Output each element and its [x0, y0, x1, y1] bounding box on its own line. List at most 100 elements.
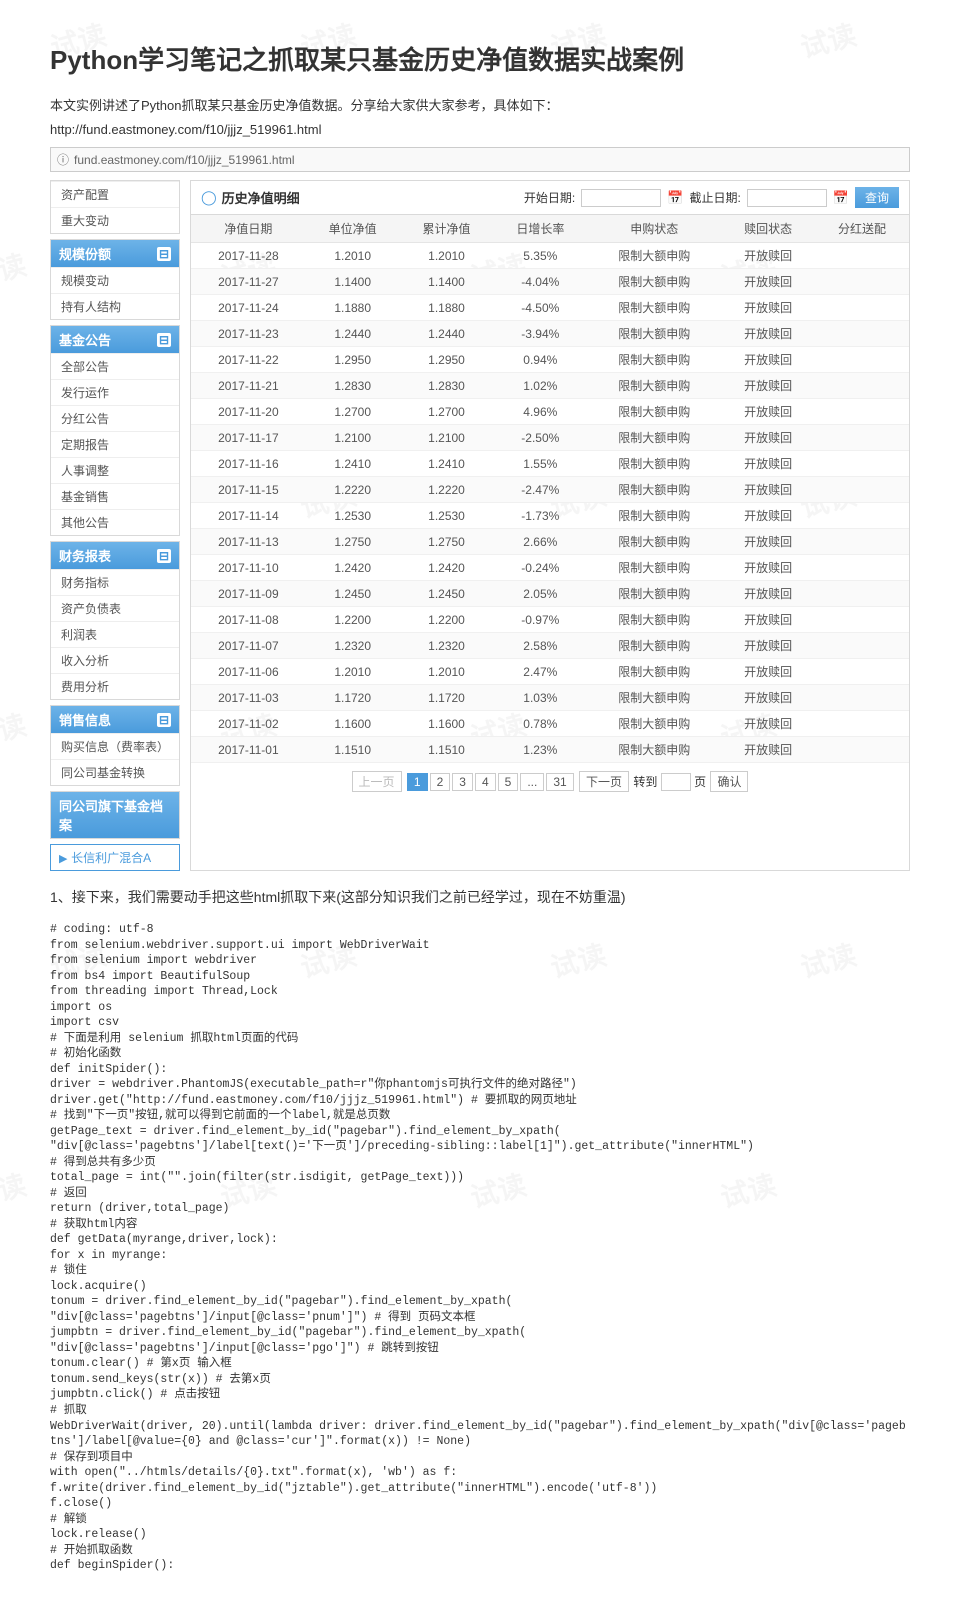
intro-text: 本文实例讲述了Python抓取某只基金历史净值数据。分享给大家供大家参考，具体如…	[50, 95, 910, 114]
sidebar-item[interactable]: 同公司基金转换	[51, 759, 179, 785]
table-cell: 开放赎回	[721, 737, 815, 763]
table-cell	[815, 321, 909, 347]
start-date-input[interactable]	[581, 189, 661, 207]
table-row: 2017-11-131.27501.27502.66%限制大额申购开放赎回	[191, 529, 909, 555]
sidebar-item[interactable]: 费用分析	[51, 673, 179, 699]
sidebar-item[interactable]: 持有人结构	[51, 293, 179, 319]
page-button[interactable]: 1	[407, 773, 428, 791]
table-cell: 开放赎回	[721, 243, 815, 269]
address-bar: ⓘ fund.eastmoney.com/f10/jjjz_519961.htm…	[50, 147, 910, 172]
sidebar-head-scale[interactable]: 规模份额 ⊟	[51, 240, 179, 267]
table-cell: 开放赎回	[721, 295, 815, 321]
sidebar-item[interactable]: 购买信息（费率表）	[51, 733, 179, 759]
sidebar-item[interactable]: 规模变动	[51, 267, 179, 293]
table-row: 2017-11-241.18801.1880-4.50%限制大额申购开放赎回	[191, 295, 909, 321]
table-cell: 2017-11-14	[191, 503, 306, 529]
table-cell	[815, 373, 909, 399]
table-header: 申购状态	[587, 215, 721, 243]
sidebar-item[interactable]: 资产配置	[51, 181, 179, 207]
sidebar-item[interactable]: 其他公告	[51, 509, 179, 535]
table-row: 2017-11-201.27001.27004.96%限制大额申购开放赎回	[191, 399, 909, 425]
prev-page-button[interactable]: 上一页	[352, 771, 402, 792]
table-cell: 1.23%	[493, 737, 587, 763]
calendar-icon[interactable]: 📅	[667, 190, 683, 206]
page-input[interactable]	[661, 773, 691, 791]
table-row: 2017-11-281.20101.20105.35%限制大额申购开放赎回	[191, 243, 909, 269]
table-cell: 开放赎回	[721, 425, 815, 451]
table-cell	[815, 659, 909, 685]
table-cell: 1.1510	[400, 737, 494, 763]
table-cell: 开放赎回	[721, 607, 815, 633]
sidebar-item[interactable]: 收入分析	[51, 647, 179, 673]
table-cell	[815, 347, 909, 373]
sidebar-link[interactable]: ▶ 长信利广混合A	[50, 844, 180, 871]
collapse-icon[interactable]: ⊟	[157, 333, 171, 347]
sidebar-item[interactable]: 分红公告	[51, 405, 179, 431]
sidebar-head-finance[interactable]: 财务报表 ⊟	[51, 542, 179, 569]
page-button[interactable]: 5	[498, 773, 519, 791]
table-cell: 开放赎回	[721, 711, 815, 737]
table-cell: 开放赎回	[721, 399, 815, 425]
sidebar-head-notice[interactable]: 基金公告 ⊟	[51, 326, 179, 353]
sidebar-item[interactable]: 全部公告	[51, 353, 179, 379]
table-cell: 限制大额申购	[587, 503, 721, 529]
page-suffix: 页	[694, 775, 706, 789]
table-row: 2017-11-091.24501.24502.05%限制大额申购开放赎回	[191, 581, 909, 607]
sidebar-item[interactable]: 利润表	[51, 621, 179, 647]
sidebar-item[interactable]: 财务指标	[51, 569, 179, 595]
sidebar-item[interactable]: 资产负债表	[51, 595, 179, 621]
table-cell: 1.1720	[306, 685, 400, 711]
query-button[interactable]: 查询	[855, 187, 899, 208]
table-cell: 开放赎回	[721, 633, 815, 659]
sidebar-item[interactable]: 基金销售	[51, 483, 179, 509]
table-row: 2017-11-171.21001.2100-2.50%限制大额申购开放赎回	[191, 425, 909, 451]
sidebar-item[interactable]: 发行运作	[51, 379, 179, 405]
table-row: 2017-11-211.28301.28301.02%限制大额申购开放赎回	[191, 373, 909, 399]
table-cell: 限制大额申购	[587, 529, 721, 555]
calendar-icon[interactable]: 📅	[833, 190, 849, 206]
collapse-icon[interactable]: ⊟	[157, 713, 171, 727]
end-date-input[interactable]	[747, 189, 827, 207]
table-cell	[815, 529, 909, 555]
sidebar-head-archive[interactable]: 同公司旗下基金档案	[51, 792, 179, 838]
table-cell: 限制大额申购	[587, 295, 721, 321]
pager: 上一页 12345...31 下一页 转到 页 确认	[191, 763, 909, 800]
page-title: Python学习笔记之抓取某只基金历史净值数据实战案例	[50, 40, 910, 77]
table-cell: 1.2100	[306, 425, 400, 451]
collapse-icon[interactable]: ⊟	[157, 549, 171, 563]
table-cell: 2017-11-20	[191, 399, 306, 425]
table-cell: 开放赎回	[721, 451, 815, 477]
page-button[interactable]: 31	[546, 773, 573, 791]
page-button[interactable]: 2	[430, 773, 451, 791]
sidebar-head-sales[interactable]: 销售信息 ⊟	[51, 706, 179, 733]
data-table: 净值日期单位净值累计净值日增长率申购状态赎回状态分红送配 2017-11-281…	[191, 215, 909, 763]
page-button[interactable]: 4	[475, 773, 496, 791]
table-row: 2017-11-031.17201.17201.03%限制大额申购开放赎回	[191, 685, 909, 711]
table-cell: 1.2450	[400, 581, 494, 607]
next-page-button[interactable]: 下一页	[579, 771, 629, 792]
page-button[interactable]: ...	[520, 773, 544, 791]
page-button[interactable]: 3	[452, 773, 473, 791]
goto-label: 转到	[633, 775, 657, 789]
table-cell: 2.66%	[493, 529, 587, 555]
table-cell	[815, 581, 909, 607]
table-cell: 1.03%	[493, 685, 587, 711]
table-cell: 1.1400	[306, 269, 400, 295]
table-cell: 开放赎回	[721, 347, 815, 373]
table-cell: 开放赎回	[721, 477, 815, 503]
table-cell: -4.04%	[493, 269, 587, 295]
confirm-button[interactable]: 确认	[710, 771, 748, 792]
table-cell	[815, 451, 909, 477]
collapse-icon[interactable]: ⊟	[157, 247, 171, 261]
table-cell: 开放赎回	[721, 555, 815, 581]
table-cell	[815, 425, 909, 451]
sidebar-item[interactable]: 定期报告	[51, 431, 179, 457]
table-cell: 1.2440	[306, 321, 400, 347]
sidebar-item[interactable]: 人事调整	[51, 457, 179, 483]
table-row: 2017-11-071.23201.23202.58%限制大额申购开放赎回	[191, 633, 909, 659]
table-cell: 2017-11-02	[191, 711, 306, 737]
table-cell: -1.73%	[493, 503, 587, 529]
table-cell	[815, 477, 909, 503]
sidebar-item[interactable]: 重大变动	[51, 207, 179, 233]
table-cell: 限制大额申购	[587, 711, 721, 737]
